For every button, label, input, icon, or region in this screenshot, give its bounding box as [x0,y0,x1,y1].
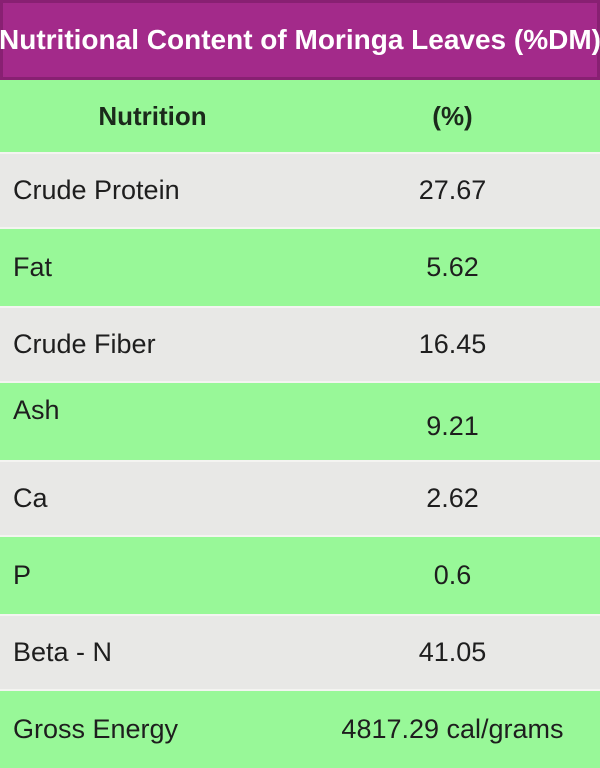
table-row: Ash 9.21 [0,383,600,460]
nutrient-value: 9.21 [426,411,479,441]
nutrient-value: 16.45 [418,329,487,359]
nutrient-value: 27.67 [418,175,487,205]
table-row: Crude Protein 27.67 [0,152,600,229]
nutrient-value: 5.62 [426,252,479,282]
nutrient-value: 4817.29 cal/grams [341,714,564,744]
table-title-bar: Nutritional Content of Moringa Leaves (%… [0,0,600,80]
table-row: Crude Fiber 16.45 [0,306,600,383]
nutrient-value: 2.62 [426,483,479,513]
table-row: Beta - N 41.05 [0,614,600,691]
nutrient-value: 41.05 [418,637,487,667]
nutrient-label: Fat [13,252,53,282]
nutrient-label: Ca [13,483,48,513]
table-row: P 0.6 [0,537,600,614]
table-row: Gross Energy 4817.29 cal/grams [0,691,600,768]
nutrient-label: Ash [13,395,60,425]
nutrient-value: 0.6 [433,560,472,590]
column-header-nutrition: Nutrition [98,100,207,131]
nutrient-label: Crude Protein [13,175,180,205]
column-header-percent: (%) [432,100,473,131]
nutrient-label: Gross Energy [13,714,179,744]
table-header-row: Nutrition (%) [0,80,600,152]
nutrient-label: Beta - N [13,637,113,667]
nutrient-label: P [13,560,32,590]
nutrient-label: Crude Fiber [13,329,156,359]
nutrition-table: Nutrition (%) Crude Protein 27.67 Fat 5.… [0,80,600,768]
page-title: Nutritional Content of Moringa Leaves (%… [0,24,600,55]
table-row: Ca 2.62 [0,460,600,537]
table-row: Fat 5.62 [0,229,600,306]
